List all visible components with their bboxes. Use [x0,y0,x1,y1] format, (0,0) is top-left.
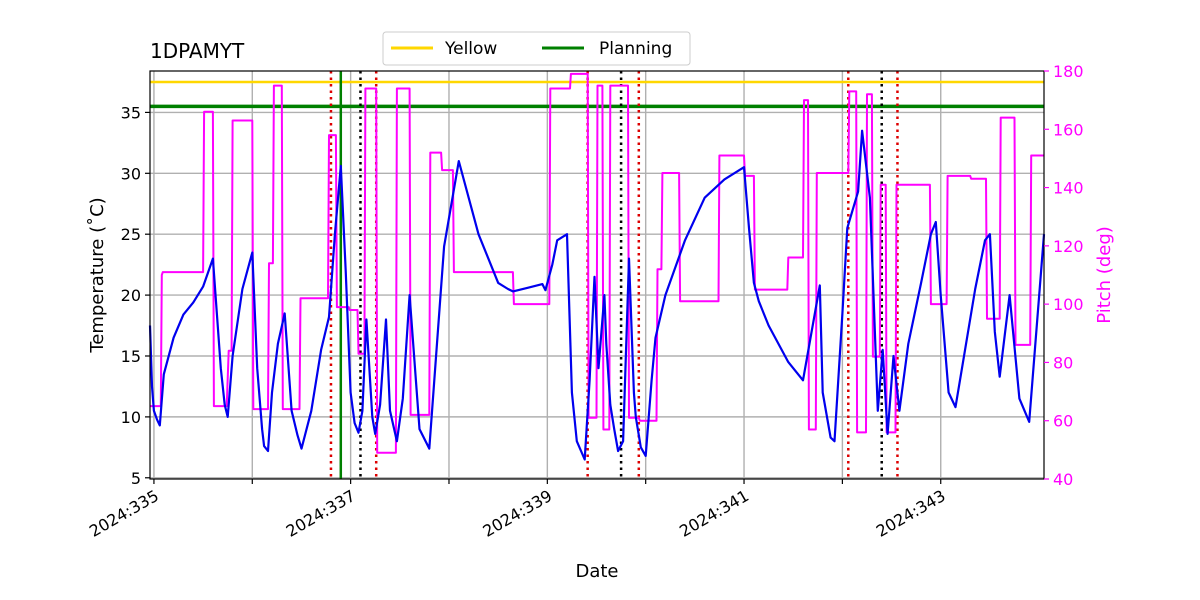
y-tick-label: 25 [121,225,141,244]
x-tick-label: 2024:339 [479,486,555,541]
y2-axis-label: Pitch (deg) [1094,226,1115,324]
y-axis-label: Temperature (˚C) [87,197,108,353]
pitch-series-line [150,72,1044,454]
y2-tick-label: 100 [1053,295,1084,314]
y-tick-label: 5 [131,469,141,488]
y-tick-label: 15 [121,347,141,366]
chart-title: 1DPAMYT [150,39,245,63]
y2-tick-label: 140 [1053,179,1084,198]
legend-label-planning: Planning [599,39,672,59]
y2-tick-label: 60 [1053,412,1073,431]
y-tick-label: 35 [121,103,141,122]
y2-tick-label: 120 [1053,237,1084,256]
y2-tick-label: 180 [1053,62,1084,81]
series-layer [148,71,1046,479]
x-tick-label: 2024:335 [86,486,162,541]
x-axis-label: Date [575,561,618,582]
y2-tick-label: 40 [1053,470,1073,489]
y2-tick-label: 80 [1053,353,1073,372]
legend: Yellow Planning [382,31,691,66]
y-tick-label: 30 [121,164,141,183]
axes-layer: 5 10 15 20 25 30 35 40 60 80 100 120 140 160 180 2024:3… [86,62,1083,541]
legend-box [382,31,691,66]
y-tick-label: 20 [121,286,141,305]
plot-frame [149,70,1045,480]
x-tick-label: 2024:341 [676,486,752,541]
temperature-series-line [148,129,1046,461]
y2-tick-label: 160 [1053,120,1084,139]
x-tick-label: 2024:337 [283,486,359,541]
legend-label-yellow: Yellow [444,39,497,59]
x-tick-label: 2024:343 [873,486,949,541]
y-tick-label: 10 [121,408,141,427]
